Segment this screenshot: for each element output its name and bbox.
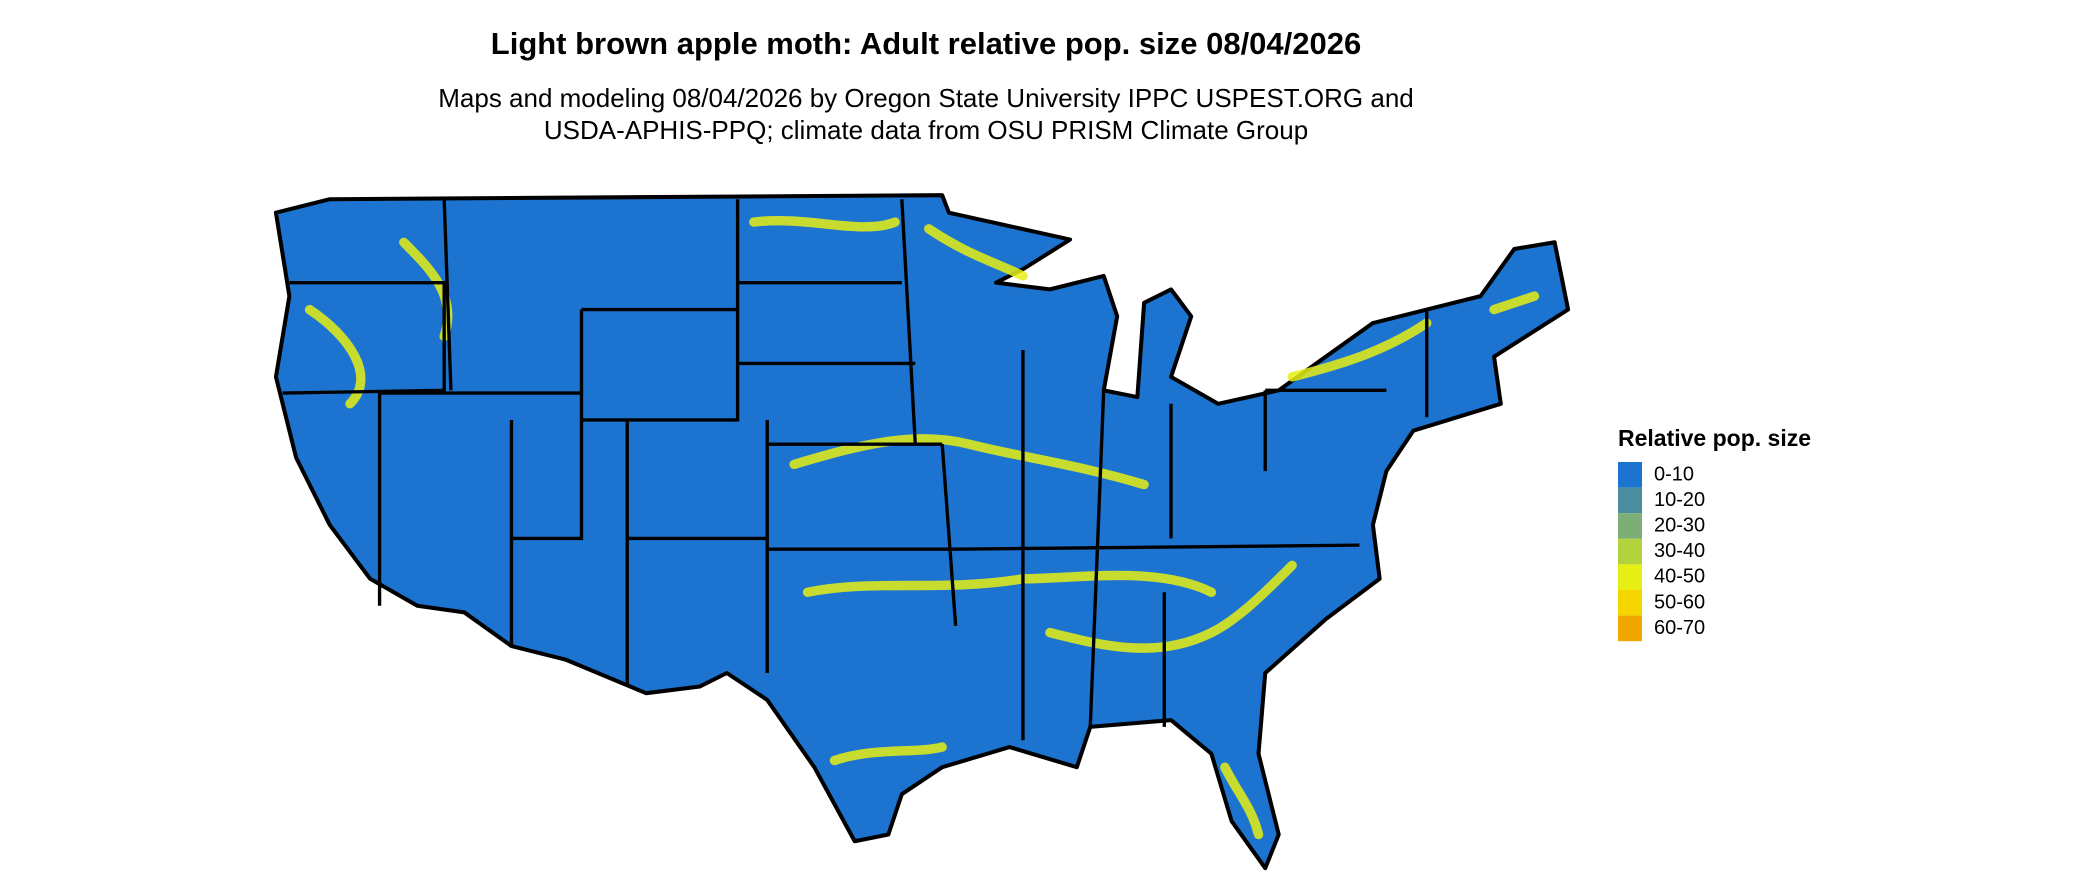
map-title: Light brown apple moth: Adult relative p… xyxy=(491,26,1361,61)
legend-label: 20-30 xyxy=(1654,514,1705,536)
legend-label: 30-40 xyxy=(1654,540,1705,562)
state-borders xyxy=(282,199,1429,741)
legend-swatch xyxy=(1618,487,1642,514)
legend-swatch xyxy=(1618,462,1642,488)
us-outline xyxy=(273,193,1571,871)
legend-swatch xyxy=(1618,513,1642,539)
legend-title: Relative pop. size xyxy=(1618,425,1811,451)
legend-swatch xyxy=(1618,590,1642,616)
legend-label: 60-70 xyxy=(1654,617,1705,639)
legend-swatch xyxy=(1618,564,1642,590)
legend-label: 50-60 xyxy=(1654,591,1705,613)
us-map xyxy=(273,193,1571,871)
map-subtitle: USDA-APHIS-PPQ; climate data from OSU PR… xyxy=(544,115,1308,145)
legend-label: 10-20 xyxy=(1654,489,1705,511)
legend: Relative pop. size 0-10 10-20 20-30 30-40 40… xyxy=(1618,425,1811,642)
legend-label: 40-50 xyxy=(1654,566,1705,588)
legend-label: 0-10 xyxy=(1654,463,1694,485)
legend-swatch xyxy=(1618,538,1642,565)
legend-swatch xyxy=(1618,615,1642,642)
map-subtitle: Maps and modeling 08/04/2026 by Oregon S… xyxy=(438,83,1414,113)
